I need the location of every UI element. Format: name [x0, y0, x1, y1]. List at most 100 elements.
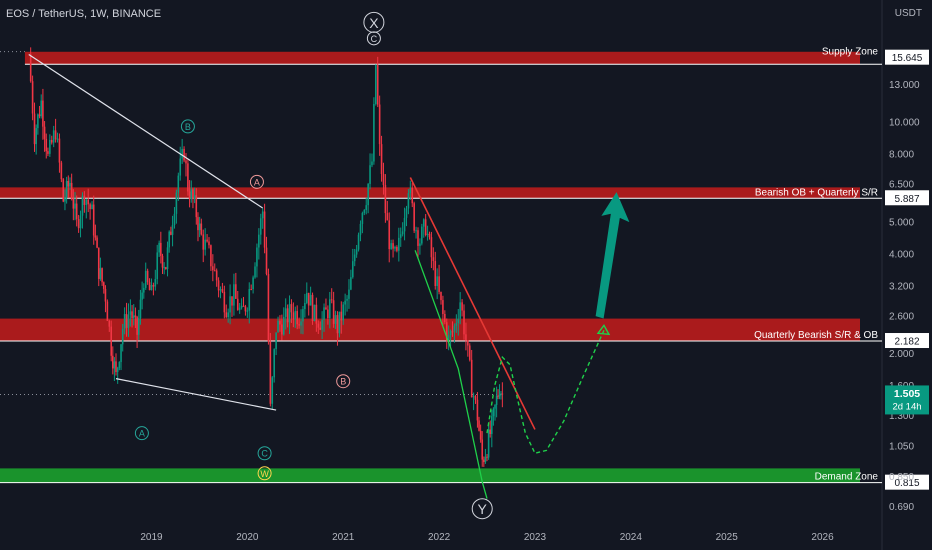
candle-body — [279, 320, 281, 325]
candle-body — [89, 204, 91, 210]
candle-body — [236, 298, 239, 310]
candle-body — [254, 266, 256, 278]
candle-body — [286, 308, 289, 323]
zone-price-tag-text: 15.645 — [892, 53, 923, 64]
candle-body — [399, 234, 402, 238]
candle-body — [79, 215, 82, 229]
candle-body — [348, 289, 350, 299]
trendline — [409, 177, 536, 430]
candle-body — [313, 304, 316, 322]
candle-body — [210, 245, 212, 267]
candle-body — [221, 289, 224, 292]
y-tick-label: 0.690 — [889, 502, 914, 513]
candle-body — [455, 323, 458, 326]
candle-body — [373, 103, 375, 162]
candle-body — [161, 255, 164, 268]
candle-body — [350, 277, 352, 290]
candle-body — [323, 307, 325, 320]
candle-body — [479, 430, 482, 440]
candle-body — [94, 235, 97, 238]
candle-body — [426, 233, 429, 235]
candle-body — [288, 304, 291, 323]
wave-label-text: W — [260, 469, 269, 479]
candle-body — [60, 162, 63, 180]
candle-body — [440, 291, 442, 301]
candle-body — [45, 138, 48, 152]
candle-body — [332, 300, 335, 324]
candle-body — [183, 148, 185, 161]
candle-body — [134, 315, 137, 317]
candle-body — [330, 299, 333, 301]
candle-body — [494, 404, 496, 409]
candle-body — [252, 277, 254, 290]
candle-body — [195, 195, 198, 218]
candle-body — [65, 181, 68, 198]
candle-body — [384, 184, 387, 214]
wave-label-text: B — [185, 122, 191, 132]
wave-label-text: Y — [478, 501, 488, 517]
wave-label-circle — [471, 498, 493, 520]
zone-price-tag — [885, 49, 929, 65]
zone-price-tag-text: 5.887 — [894, 194, 919, 205]
candle-body — [478, 420, 480, 431]
candle-body — [465, 334, 467, 341]
candle-body — [417, 230, 419, 246]
candle-body — [296, 311, 298, 325]
candle-body — [104, 288, 107, 302]
wave-label-text: A — [139, 429, 145, 439]
candle-body — [302, 309, 304, 322]
candle-body — [444, 313, 446, 323]
candle-body — [83, 195, 86, 205]
candle-body — [190, 189, 193, 200]
candle-body — [115, 361, 117, 373]
candle-body — [87, 199, 89, 205]
x-tick-label: 2025 — [716, 532, 739, 543]
wave-label-circle — [366, 31, 381, 46]
candle-body — [290, 304, 293, 313]
candle-body — [489, 429, 492, 434]
y-tick-label: 4.000 — [889, 249, 914, 260]
candle-body — [436, 276, 438, 287]
candle-body — [170, 231, 172, 235]
candle-body — [409, 187, 412, 194]
candle-body — [136, 316, 138, 335]
candle-body — [246, 310, 249, 312]
target-arrow — [595, 192, 630, 319]
candle-body — [132, 315, 135, 319]
candle-body — [346, 298, 348, 301]
wave-label-text: C — [261, 449, 268, 459]
candle-body — [77, 219, 80, 229]
candle-body — [392, 243, 394, 249]
candle-body — [467, 340, 469, 346]
candle-body — [438, 276, 440, 292]
zone-price-tag-text: 2.182 — [894, 337, 919, 348]
candle-body — [271, 377, 274, 404]
candle-body — [152, 285, 155, 287]
candle-body — [459, 302, 461, 319]
candle-body — [92, 204, 95, 236]
candle-body — [112, 355, 114, 369]
candle-body — [300, 321, 302, 326]
candle-body — [415, 230, 417, 232]
candle-body — [62, 179, 65, 202]
candle-body — [204, 239, 206, 250]
candle-body — [171, 224, 174, 235]
candle-body — [40, 100, 43, 117]
candle-body — [317, 323, 320, 328]
candle-body — [327, 309, 329, 319]
trendline — [115, 378, 277, 411]
x-tick-label: 2020 — [236, 532, 259, 543]
candle-body — [197, 217, 199, 231]
candle-body — [472, 396, 475, 398]
y-tick-label: 1.050 — [889, 442, 914, 453]
candle-body — [256, 247, 258, 267]
candle-body — [486, 456, 488, 458]
candle-body — [91, 204, 93, 210]
candle-body — [484, 456, 487, 463]
candle-body — [428, 233, 431, 238]
candle-body — [165, 267, 167, 270]
candle-body — [357, 234, 360, 250]
candle-body — [498, 395, 501, 397]
wave-label-circle — [180, 119, 195, 134]
